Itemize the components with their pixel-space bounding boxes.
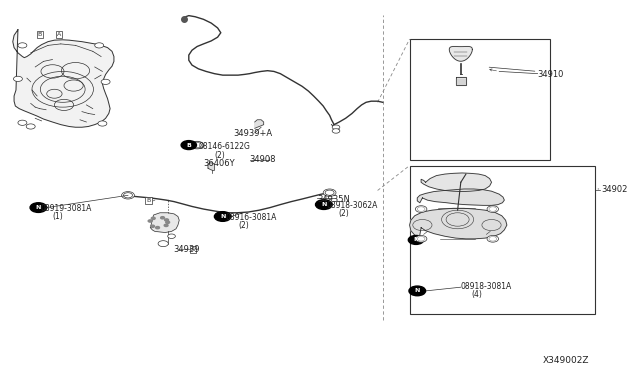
Text: (4): (4): [472, 290, 483, 299]
Circle shape: [332, 129, 340, 133]
Bar: [410, 166, 595, 314]
Circle shape: [161, 217, 164, 219]
Text: 34902: 34902: [602, 185, 628, 194]
Circle shape: [158, 241, 168, 247]
Circle shape: [191, 141, 204, 149]
Text: 08918-3062A: 08918-3062A: [326, 201, 378, 210]
Circle shape: [18, 43, 27, 48]
Text: 08146-6122G: 08146-6122G: [198, 142, 250, 151]
Text: A: A: [191, 247, 195, 252]
Polygon shape: [421, 173, 492, 192]
Text: 08919-3081A: 08919-3081A: [41, 204, 92, 213]
Circle shape: [30, 203, 47, 212]
Text: 34908: 34908: [250, 155, 276, 164]
Circle shape: [316, 200, 332, 209]
Circle shape: [95, 43, 104, 48]
Polygon shape: [13, 30, 114, 127]
Circle shape: [13, 76, 22, 81]
Text: 36406Y: 36406Y: [204, 159, 235, 168]
Circle shape: [156, 227, 159, 229]
Circle shape: [18, 120, 27, 125]
Text: B: B: [38, 32, 42, 37]
Circle shape: [164, 224, 168, 227]
Polygon shape: [456, 77, 466, 85]
Circle shape: [487, 206, 499, 212]
Circle shape: [26, 124, 35, 129]
Polygon shape: [410, 208, 507, 239]
Circle shape: [181, 141, 196, 150]
Circle shape: [332, 125, 340, 129]
Circle shape: [487, 235, 499, 242]
Circle shape: [168, 234, 175, 238]
Text: A: A: [57, 32, 61, 37]
Text: N: N: [36, 205, 41, 210]
Text: 08918-3081A: 08918-3081A: [461, 282, 512, 291]
Bar: [410, 39, 550, 160]
Polygon shape: [417, 189, 504, 205]
Text: (2): (2): [214, 151, 225, 160]
Circle shape: [409, 286, 426, 296]
Polygon shape: [449, 46, 472, 61]
Text: 08916-3081A: 08916-3081A: [225, 213, 276, 222]
Text: N: N: [220, 214, 225, 219]
Circle shape: [166, 221, 170, 224]
Text: N: N: [413, 237, 419, 243]
Text: 34910: 34910: [538, 70, 564, 79]
Polygon shape: [150, 213, 179, 232]
Circle shape: [415, 235, 427, 242]
Text: N: N: [321, 202, 326, 207]
Circle shape: [151, 217, 155, 219]
Circle shape: [415, 206, 427, 212]
Text: (1): (1): [52, 212, 63, 221]
Text: 34935N: 34935N: [317, 195, 349, 203]
Circle shape: [164, 219, 168, 221]
Text: B: B: [186, 142, 191, 148]
Circle shape: [148, 220, 152, 222]
Text: 34939+A: 34939+A: [234, 129, 273, 138]
Text: (2): (2): [338, 209, 349, 218]
Circle shape: [323, 189, 336, 196]
Text: (2): (2): [238, 221, 249, 230]
Circle shape: [98, 121, 107, 126]
Circle shape: [214, 212, 231, 221]
Text: X349002Z: X349002Z: [543, 356, 589, 365]
Text: B: B: [147, 198, 150, 203]
Text: 34939: 34939: [173, 245, 199, 254]
Text: N: N: [415, 288, 420, 294]
Circle shape: [101, 79, 110, 84]
Circle shape: [122, 192, 134, 199]
Polygon shape: [255, 120, 264, 128]
Circle shape: [408, 235, 424, 244]
Circle shape: [150, 225, 154, 227]
Polygon shape: [208, 163, 214, 170]
